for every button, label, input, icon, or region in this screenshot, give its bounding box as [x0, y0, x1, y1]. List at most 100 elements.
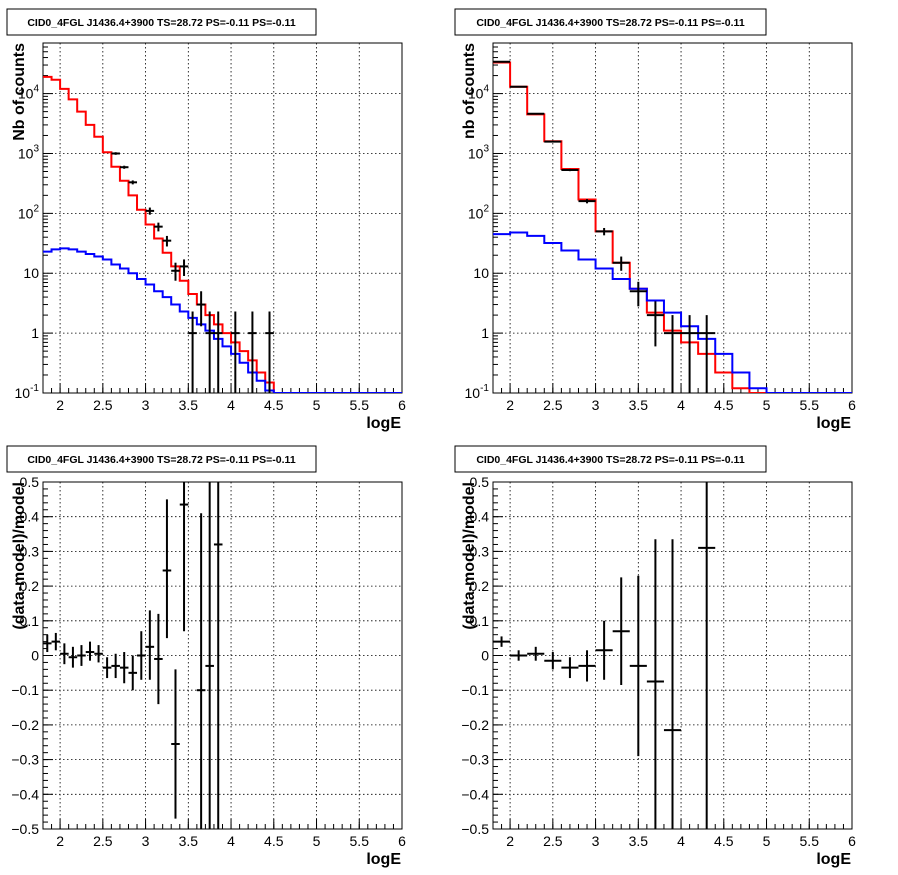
- y-tick-label: 0.5: [470, 474, 490, 490]
- y-tick-label: −0.1: [11, 682, 39, 698]
- x-tick-label: 2.5: [543, 833, 563, 849]
- y-tick-label: 0.2: [20, 578, 40, 594]
- data-point: [145, 207, 155, 215]
- data-point: [629, 575, 647, 757]
- y-tick-label: 0.1: [470, 613, 490, 629]
- data-point: [663, 315, 682, 393]
- y-tick-label: 103: [468, 143, 490, 161]
- data-point: [646, 301, 664, 347]
- x-tick-label: 4.5: [714, 833, 734, 849]
- x-tick-label: 3.5: [179, 833, 199, 849]
- model-background-line: [43, 247, 402, 393]
- data-point: [128, 180, 138, 185]
- data-point: [85, 641, 95, 661]
- x-tick-label: 5: [763, 833, 771, 849]
- y-tick-label: 0: [481, 648, 489, 664]
- x-axis-label: logE: [816, 415, 851, 432]
- y-tick-label: 10: [473, 265, 489, 281]
- x-tick-label: 4: [227, 397, 235, 413]
- y-axis-label: (data-model)/model: [461, 482, 478, 630]
- x-tick-label: 5: [313, 833, 321, 849]
- data-point: [111, 152, 120, 155]
- x-tick-label: 2: [56, 833, 64, 849]
- data-point: [527, 112, 545, 115]
- data-point: [578, 199, 596, 204]
- y-tick-label: 0.5: [20, 474, 40, 490]
- x-tick-label: 6: [848, 833, 856, 849]
- x-tick-label: 3.5: [629, 397, 649, 413]
- data-point: [578, 650, 596, 682]
- y-tick-label: 0.2: [470, 578, 490, 594]
- x-tick-label: 5.5: [800, 397, 820, 413]
- x-tick-label: 3: [592, 833, 600, 849]
- x-tick-label: 6: [848, 397, 856, 413]
- data-point: [681, 315, 699, 393]
- y-tick-label: −0.3: [11, 752, 39, 768]
- data-point: [188, 311, 197, 393]
- data-point: [248, 311, 257, 393]
- y-tick-label: 102: [468, 203, 490, 221]
- x-tick-label: 3: [592, 397, 600, 413]
- y-tick-label: 104: [468, 84, 490, 102]
- y-tick-label: 0.4: [20, 509, 40, 525]
- y-axis-label: (data-model)/model: [11, 482, 28, 630]
- y-tick-label: −0.5: [461, 821, 489, 837]
- x-tick-label: 5.5: [350, 397, 370, 413]
- data-point: [698, 482, 716, 829]
- data-point: [612, 256, 630, 271]
- data-point: [213, 482, 223, 829]
- data-point: [646, 539, 664, 829]
- data-point: [171, 262, 180, 281]
- data-point: [60, 643, 69, 665]
- x-tick-label: 4.5: [714, 397, 734, 413]
- plot-title: CID0_4FGL J1436.4+3900 TS=28.72 PS=-0.11…: [27, 454, 295, 466]
- plot-title: CID0_4FGL J1436.4+3900 TS=28.72 PS=-0.11…: [27, 17, 295, 29]
- data-point: [205, 482, 214, 829]
- y-tick-label: 1: [481, 325, 489, 341]
- y-tick-label: −0.2: [11, 717, 39, 733]
- data-point: [68, 646, 78, 668]
- data-point: [119, 165, 129, 169]
- data-point: [77, 645, 86, 666]
- x-tick-label: 2: [506, 397, 514, 413]
- data-point: [663, 539, 682, 829]
- plot-title: CID0_4FGL J1436.4+3900 TS=28.72 PS=-0.11…: [476, 17, 744, 29]
- data-point: [698, 315, 716, 393]
- x-tick-label: 4.5: [264, 397, 284, 413]
- data-point: [119, 652, 129, 684]
- data-point: [196, 513, 206, 829]
- data-point: [51, 632, 61, 651]
- plot-title-box: [6, 445, 317, 473]
- y-tick-label: 103: [18, 143, 40, 161]
- y-tick-label: −0.4: [11, 786, 39, 802]
- plot-panel-2: CID0_4FGL J1436.4+3900 TS=28.72 PS=-0.11…: [454, 8, 856, 432]
- data-point: [162, 235, 172, 247]
- model-background-line: [493, 231, 852, 393]
- data-point: [213, 311, 223, 393]
- data-point: [137, 631, 146, 680]
- data-point: [196, 291, 206, 327]
- x-tick-label: 2.5: [93, 833, 113, 849]
- plot-area: [43, 482, 223, 829]
- model-total-line: [43, 75, 402, 393]
- x-tick-label: 2.5: [93, 397, 113, 413]
- data-point: [265, 311, 274, 393]
- y-tick-label: 10-1: [465, 383, 490, 401]
- plot-title-box: [6, 8, 317, 36]
- x-axis-label: logE: [366, 415, 401, 432]
- data-point: [43, 634, 52, 653]
- data-point: [111, 653, 120, 679]
- x-tick-label: 5.5: [350, 833, 370, 849]
- y-tick-label: −0.1: [461, 682, 489, 698]
- y-tick-label: −0.5: [11, 821, 39, 837]
- data-point: [179, 259, 189, 276]
- x-tick-label: 4: [677, 833, 685, 849]
- x-tick-label: 5: [313, 397, 321, 413]
- data-point: [162, 499, 172, 639]
- plot-title-box: [454, 8, 767, 36]
- data-point: [561, 657, 579, 679]
- data-point: [612, 577, 630, 685]
- y-tick-label: 0: [31, 648, 39, 664]
- plot-area: [43, 75, 402, 393]
